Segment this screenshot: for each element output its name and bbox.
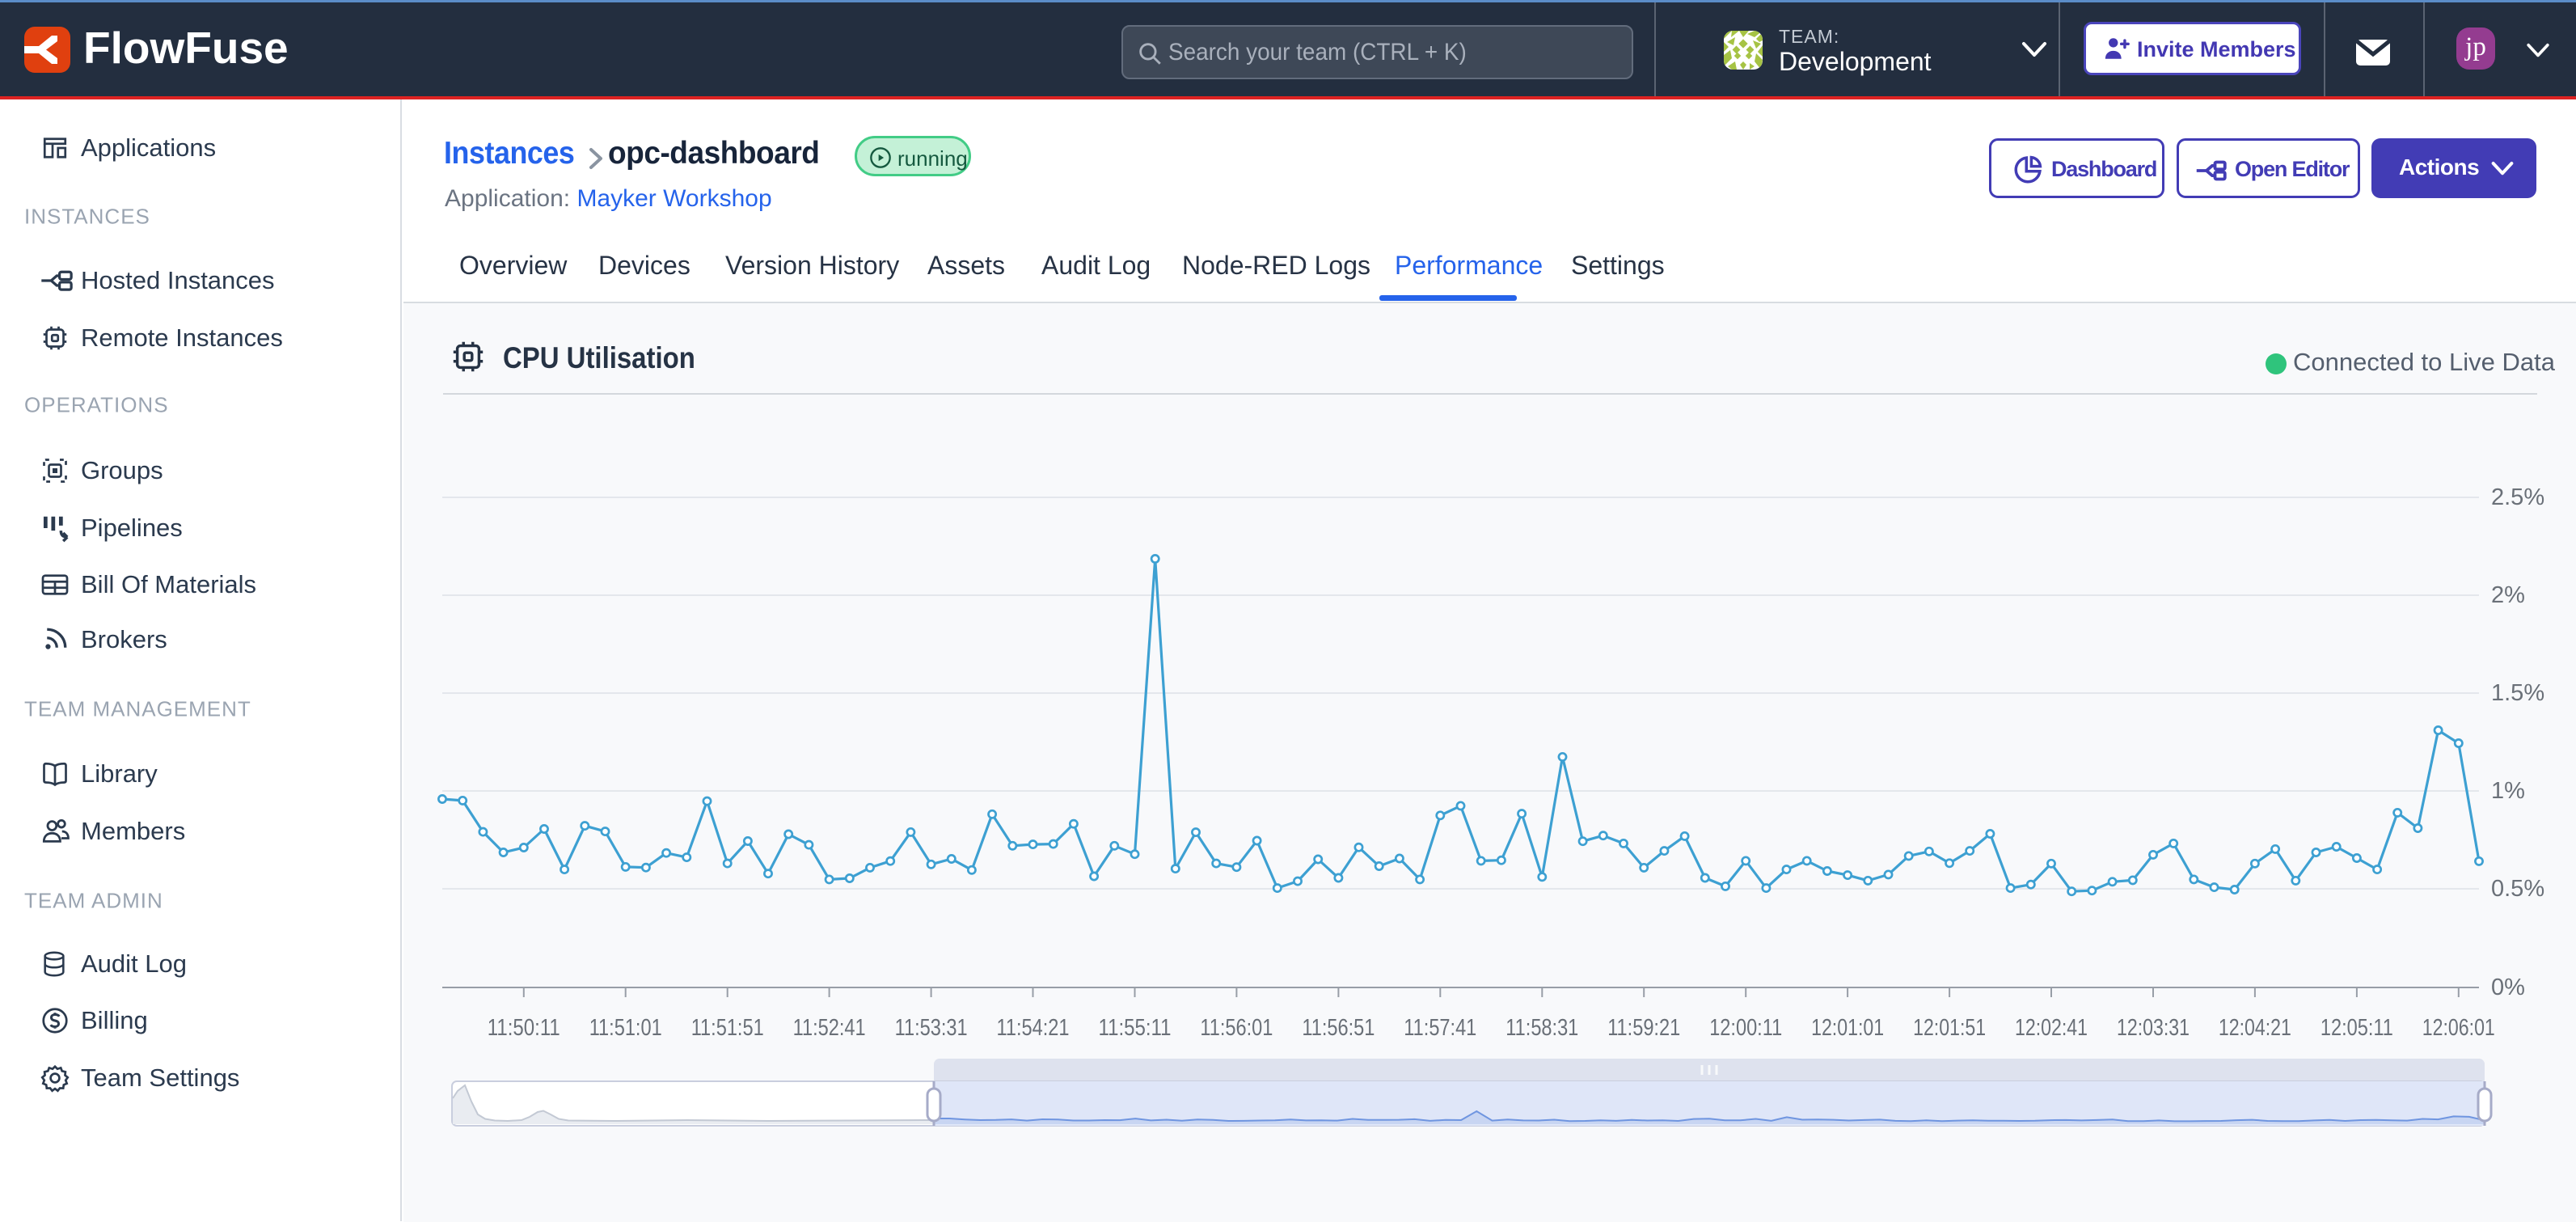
svg-text:12:01:51: 12:01:51 [1913, 1015, 1986, 1041]
svg-text:11:51:51: 11:51:51 [691, 1015, 764, 1041]
svg-text:12:01:01: 12:01:01 [1811, 1015, 1884, 1041]
svg-text:12:06:01: 12:06:01 [2422, 1015, 2495, 1041]
svg-text:0.5%: 0.5% [2491, 876, 2544, 902]
svg-text:2%: 2% [2491, 582, 2525, 608]
svg-text:11:51:01: 11:51:01 [589, 1015, 662, 1041]
svg-text:1%: 1% [2491, 778, 2525, 804]
svg-text:11:54:21: 11:54:21 [997, 1015, 1070, 1041]
svg-text:11:50:11: 11:50:11 [488, 1015, 560, 1041]
svg-text:0%: 0% [2491, 975, 2525, 1000]
svg-text:11:52:41: 11:52:41 [793, 1015, 866, 1041]
svg-text:11:55:11: 11:55:11 [1099, 1015, 1172, 1041]
svg-text:11:56:51: 11:56:51 [1302, 1015, 1375, 1041]
svg-text:2.5%: 2.5% [2491, 484, 2544, 510]
svg-text:12:02:41: 12:02:41 [2015, 1015, 2088, 1041]
svg-text:12:03:31: 12:03:31 [2117, 1015, 2190, 1041]
svg-text:12:04:21: 12:04:21 [2219, 1015, 2291, 1041]
svg-text:12:05:11: 12:05:11 [2321, 1015, 2393, 1041]
svg-text:11:53:31: 11:53:31 [895, 1015, 968, 1041]
svg-text:11:57:41: 11:57:41 [1404, 1015, 1476, 1041]
svg-text:11:59:21: 11:59:21 [1607, 1015, 1680, 1041]
svg-text:11:56:01: 11:56:01 [1200, 1015, 1273, 1041]
svg-text:12:00:11: 12:00:11 [1709, 1015, 1782, 1041]
svg-text:1.5%: 1.5% [2491, 680, 2544, 706]
svg-text:11:58:31: 11:58:31 [1505, 1015, 1578, 1041]
